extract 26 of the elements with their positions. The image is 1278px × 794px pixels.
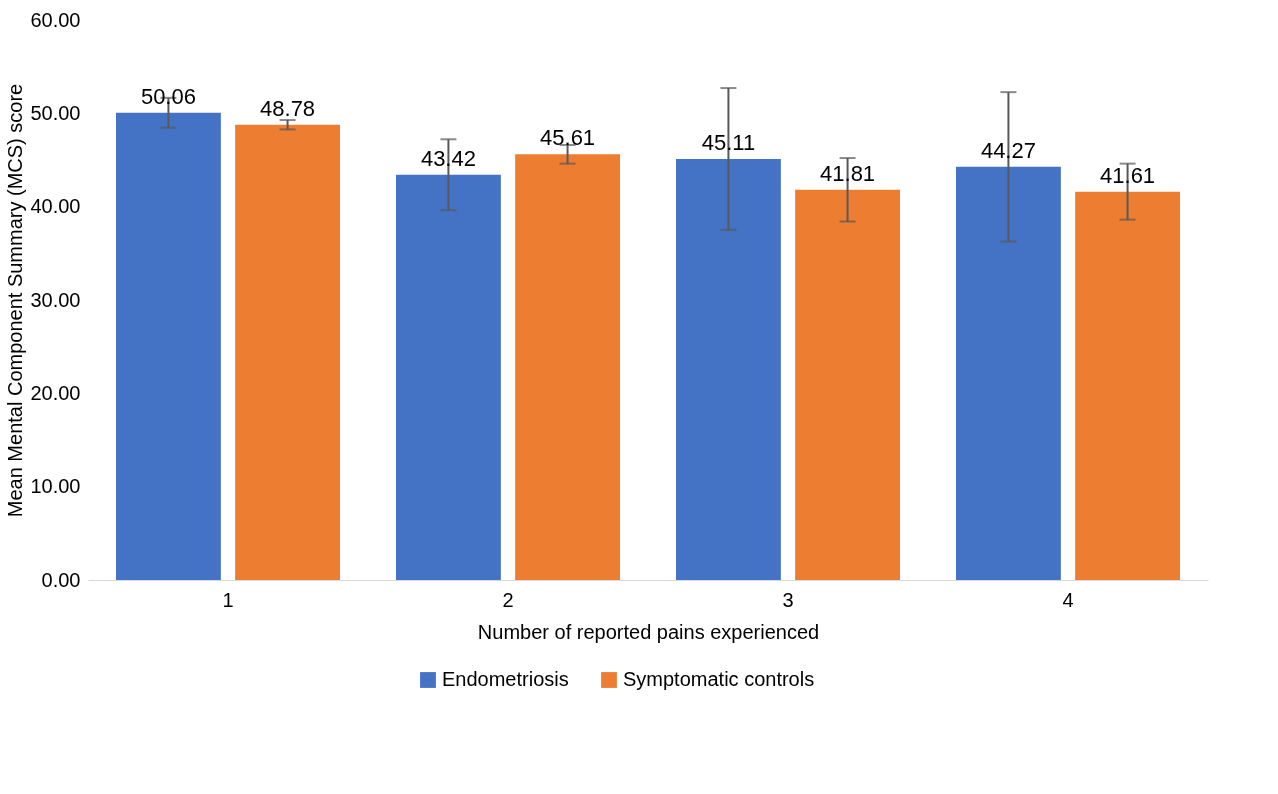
bar [1075, 191, 1180, 580]
bar [795, 189, 900, 580]
y-tick-label: 0.00 [41, 568, 81, 591]
bar [515, 154, 620, 580]
x-tick-label: 4 [1062, 588, 1074, 611]
y-tick-label: 10.00 [30, 475, 81, 498]
bar [235, 124, 340, 580]
y-axis-title: Mean Mental Component Summary (MCS) score [4, 83, 27, 518]
bar [116, 112, 221, 580]
data-label: 45.61 [540, 125, 596, 151]
x-axis-title: Number of reported pains experienced [477, 620, 820, 643]
y-tick-label: 60.00 [30, 8, 81, 31]
bar [956, 166, 1061, 580]
legend-label: Endometriosis [442, 668, 569, 690]
y-tick-label: 20.00 [30, 381, 81, 404]
data-label: 50.06 [140, 83, 196, 109]
bar [396, 174, 501, 580]
y-tick-label: 30.00 [30, 288, 81, 311]
data-label: 48.78 [260, 95, 316, 121]
y-tick-label: 50.00 [30, 101, 81, 124]
y-tick-label: 40.00 [30, 195, 81, 218]
bar [676, 158, 781, 580]
x-tick-label: 1 [222, 588, 234, 611]
x-tick-label: 2 [502, 588, 514, 611]
x-tick-label: 3 [782, 588, 794, 611]
legend-label: Symptomatic controls [623, 668, 815, 690]
